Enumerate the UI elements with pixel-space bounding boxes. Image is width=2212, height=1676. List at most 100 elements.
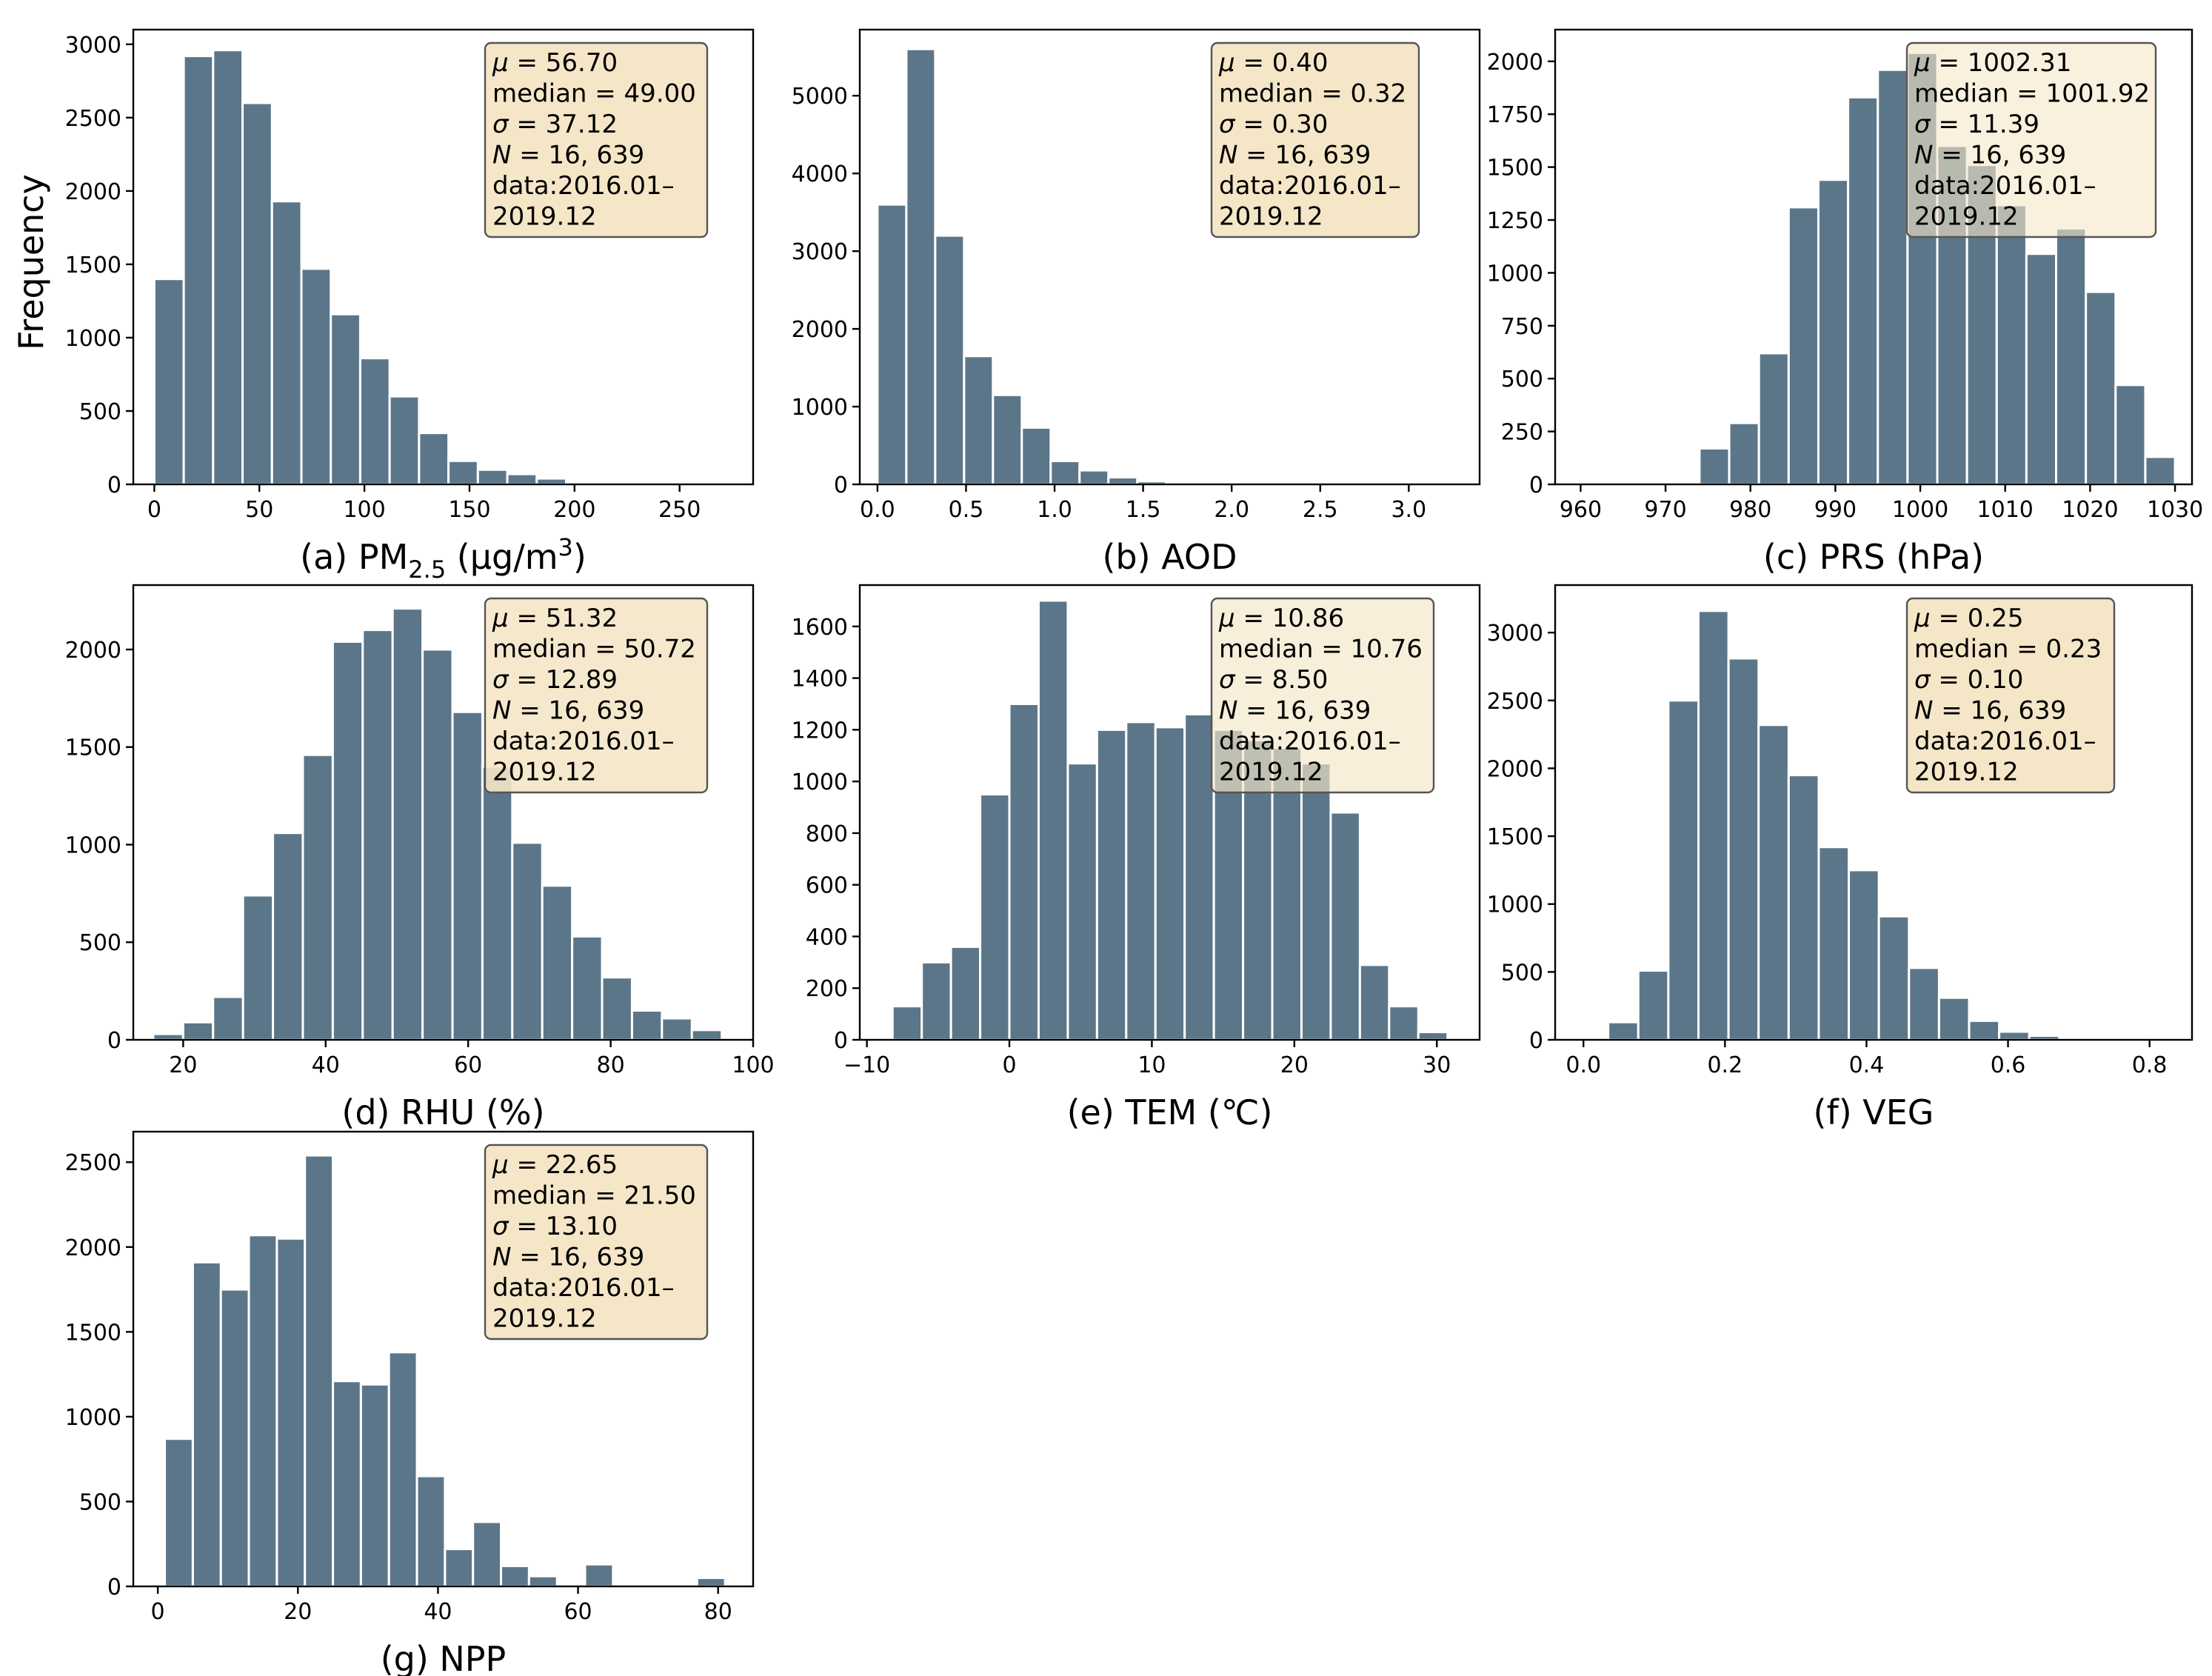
- stats-line: median = 1001.92: [1914, 79, 2150, 109]
- stats-line: N = 16, 639: [492, 141, 644, 170]
- stats-line: μ = 1002.31: [1914, 48, 2071, 78]
- x-tick-label: 1030: [2147, 497, 2203, 523]
- axes-frame-c: [1554, 28, 2193, 486]
- stats-line: σ = 13.10: [492, 1212, 618, 1241]
- y-tick-label: 2000: [792, 317, 848, 343]
- bar-f-13: [1968, 1019, 2001, 1041]
- y-tick-label: 500: [1501, 960, 1543, 986]
- stats-line: μ = 56.70: [492, 48, 618, 78]
- bar-f-12: [1937, 996, 1971, 1041]
- x-tick-label: 30: [1423, 1052, 1451, 1078]
- bar-e-18: [1417, 1031, 1449, 1041]
- x-tick-label: 20: [1280, 1052, 1309, 1078]
- stats-line: σ = 0.30: [1219, 110, 1328, 139]
- y-tick-label: 1500: [65, 1320, 121, 1346]
- bar-f-2: [1637, 969, 1670, 1041]
- y-tick-label: 4000: [792, 161, 848, 187]
- stats-line: σ = 8.50: [1219, 665, 1328, 695]
- stats-line: N = 16, 639: [1219, 141, 1371, 170]
- bar-a-10: [447, 459, 479, 486]
- x-tick-label: 60: [454, 1052, 482, 1078]
- stats-line: median = 49.00: [492, 79, 696, 109]
- bar-f-3: [1667, 699, 1700, 1041]
- x-tick-label: 0.8: [2132, 1052, 2168, 1078]
- y-tick-label: 2500: [65, 1150, 121, 1176]
- stats-box-b: [1210, 41, 1420, 238]
- x-tick-label: 980: [1729, 497, 1771, 523]
- bar-b-2: [934, 234, 966, 486]
- bar-c-5: [1728, 421, 1760, 486]
- bar-a-5: [300, 267, 333, 486]
- bar-b-4: [992, 393, 1023, 486]
- bar-g-10: [444, 1548, 475, 1588]
- stats-line: median = 50.72: [492, 635, 696, 664]
- bar-g-9: [415, 1475, 447, 1588]
- bar-c-15: [2025, 253, 2058, 486]
- x-tick-label: 0.2: [1707, 1052, 1742, 1078]
- bar-b-0: [876, 203, 908, 486]
- stats-line: data:2016.01–: [492, 171, 675, 201]
- stats-line: data:2016.01–: [1219, 727, 1401, 756]
- y-tick-label: 5000: [792, 84, 848, 110]
- bar-e-7: [1095, 728, 1128, 1041]
- bar-b-6: [1049, 460, 1081, 486]
- stats-line: σ = 12.89: [492, 665, 618, 695]
- bar-d-5: [301, 753, 334, 1041]
- panel-e: −10 0 10 20 3002004006008001000120014001600(…: [792, 584, 1481, 1132]
- bar-c-17: [2085, 290, 2117, 486]
- y-tick-label: 2500: [65, 106, 121, 132]
- y-tick-label: 1500: [1487, 824, 1543, 850]
- x-tick-label: 150: [448, 497, 490, 523]
- stats-line: N = 16, 639: [1219, 696, 1371, 726]
- bar-d-17: [661, 1017, 693, 1041]
- panel-a: 0 50 100 150 200 250050010001500200025003000(…: [65, 28, 755, 584]
- bar-d-13: [541, 884, 574, 1041]
- x-axis-label-b: (b) AOD: [1102, 537, 1237, 577]
- y-tick-label: 2000: [65, 638, 121, 664]
- x-tick-label: 0: [1002, 1052, 1016, 1078]
- bar-a-12: [506, 473, 538, 486]
- y-tick-label: 200: [806, 976, 848, 1002]
- y-tick-label: 1000: [1487, 892, 1543, 918]
- x-tick-label: 200: [553, 497, 595, 523]
- bar-d-7: [361, 629, 394, 1041]
- y-tick-label: 2000: [1487, 756, 1543, 782]
- stats-line: N = 16, 639: [1914, 696, 2066, 726]
- y-axis-label: Frequency: [11, 174, 51, 350]
- bar-c-6: [1757, 352, 1790, 486]
- x-tick-label: 0.4: [1849, 1052, 1885, 1078]
- x-tick-label: 0.6: [1991, 1052, 2026, 1078]
- x-tick-label: 80: [596, 1052, 624, 1078]
- panels: 0 50 100 150 200 250050010001500200025003000(…: [65, 28, 2203, 1676]
- bar-e-2: [949, 945, 982, 1041]
- bar-f-14: [1998, 1030, 2031, 1041]
- stats-box-e: [1210, 597, 1435, 794]
- bar-g-7: [359, 1383, 390, 1588]
- bar-g-0: [164, 1438, 194, 1588]
- bar-c-8: [1817, 178, 1850, 486]
- bar-d-11: [481, 765, 514, 1041]
- stats-line: data:2016.01–: [1914, 727, 2096, 756]
- y-tick-label: 1250: [1487, 208, 1543, 234]
- bar-a-6: [330, 313, 361, 486]
- bar-e-4: [1008, 702, 1040, 1041]
- bar-f-7: [1787, 774, 1820, 1041]
- bar-a-11: [476, 468, 509, 486]
- y-tick-label: 1500: [1487, 156, 1543, 181]
- x-tick-label: 40: [312, 1052, 340, 1078]
- bar-e-15: [1329, 811, 1361, 1041]
- x-tick-label: 60: [564, 1599, 592, 1625]
- bar-a-3: [241, 101, 273, 486]
- panel-f: 0.0 0.2 0.4 0.6 0.8 0 500 1000 1500 2000 2500 3000 (…: [1487, 584, 2193, 1132]
- y-tick-label: 500: [1501, 367, 1543, 393]
- bar-f-5: [1727, 657, 1760, 1041]
- bar-a-4: [270, 200, 303, 486]
- y-tick-label: 0: [107, 473, 121, 498]
- bar-a-0: [153, 278, 185, 486]
- bar-g-11: [472, 1520, 503, 1588]
- axes-frame-b: [858, 28, 1481, 486]
- bar-e-9: [1154, 726, 1186, 1041]
- y-tick-label: 1400: [792, 667, 848, 692]
- y-tick-label: 500: [79, 1489, 121, 1515]
